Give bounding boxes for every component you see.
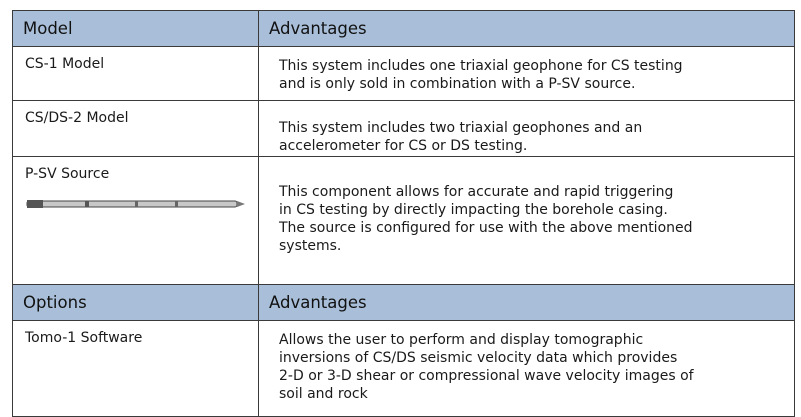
header-cell: Advantages [258,284,795,321]
description: This system includes two triaxial geopho… [258,100,795,157]
description: Allows the user to perform and display t… [258,320,795,417]
row: CS-1 Model This system includes one tria… [12,46,795,101]
text-line: 2-D or 3-D shear or compressional wave v… [279,368,694,384]
header-row: Model Advantages [12,10,795,47]
text-line: accelerometer for CS or DS testing. [279,138,528,154]
text-line: systems. [279,238,342,254]
text-line: Allows the user to perform and display t… [279,332,644,348]
header-cell: Model [12,10,259,47]
header-cell: Advantages [258,10,795,47]
text-line: This component allows for accurate and r… [279,184,674,200]
header-row: Options Advantages [12,284,795,321]
description: This component allows for accurate and r… [258,156,795,285]
text-line: This system includes two triaxial geopho… [279,120,643,136]
description: This system includes one triaxial geopho… [258,46,795,101]
row: CS/DS-2 Model This system includes two t… [12,100,795,157]
model-name: CS-1 Model [12,46,259,101]
text-line: inversions of CS/DS seismic velocity dat… [279,350,678,366]
text-line: and is only sold in combination with a P… [279,76,636,92]
product-table: Model Advantages CS-1 Model This system … [12,10,795,417]
text-line: The source is configured for use with th… [279,220,693,236]
model-name-text: P-SV Source [25,166,110,182]
header-cell: Options [12,284,259,321]
text-line: This system includes one triaxial geopho… [279,58,683,74]
row: P-SV Source This component allows for ac… [12,156,795,285]
text-line: in CS testing by directly impacting the … [279,202,668,218]
model-name: P-SV Source [12,156,259,285]
model-name: CS/DS-2 Model [12,100,259,157]
option-name: Tomo-1 Software [12,320,259,417]
row: Tomo-1 Software Allows the user to perfo… [12,320,795,417]
source-image [26,200,245,208]
text-line: soil and rock [279,386,368,402]
